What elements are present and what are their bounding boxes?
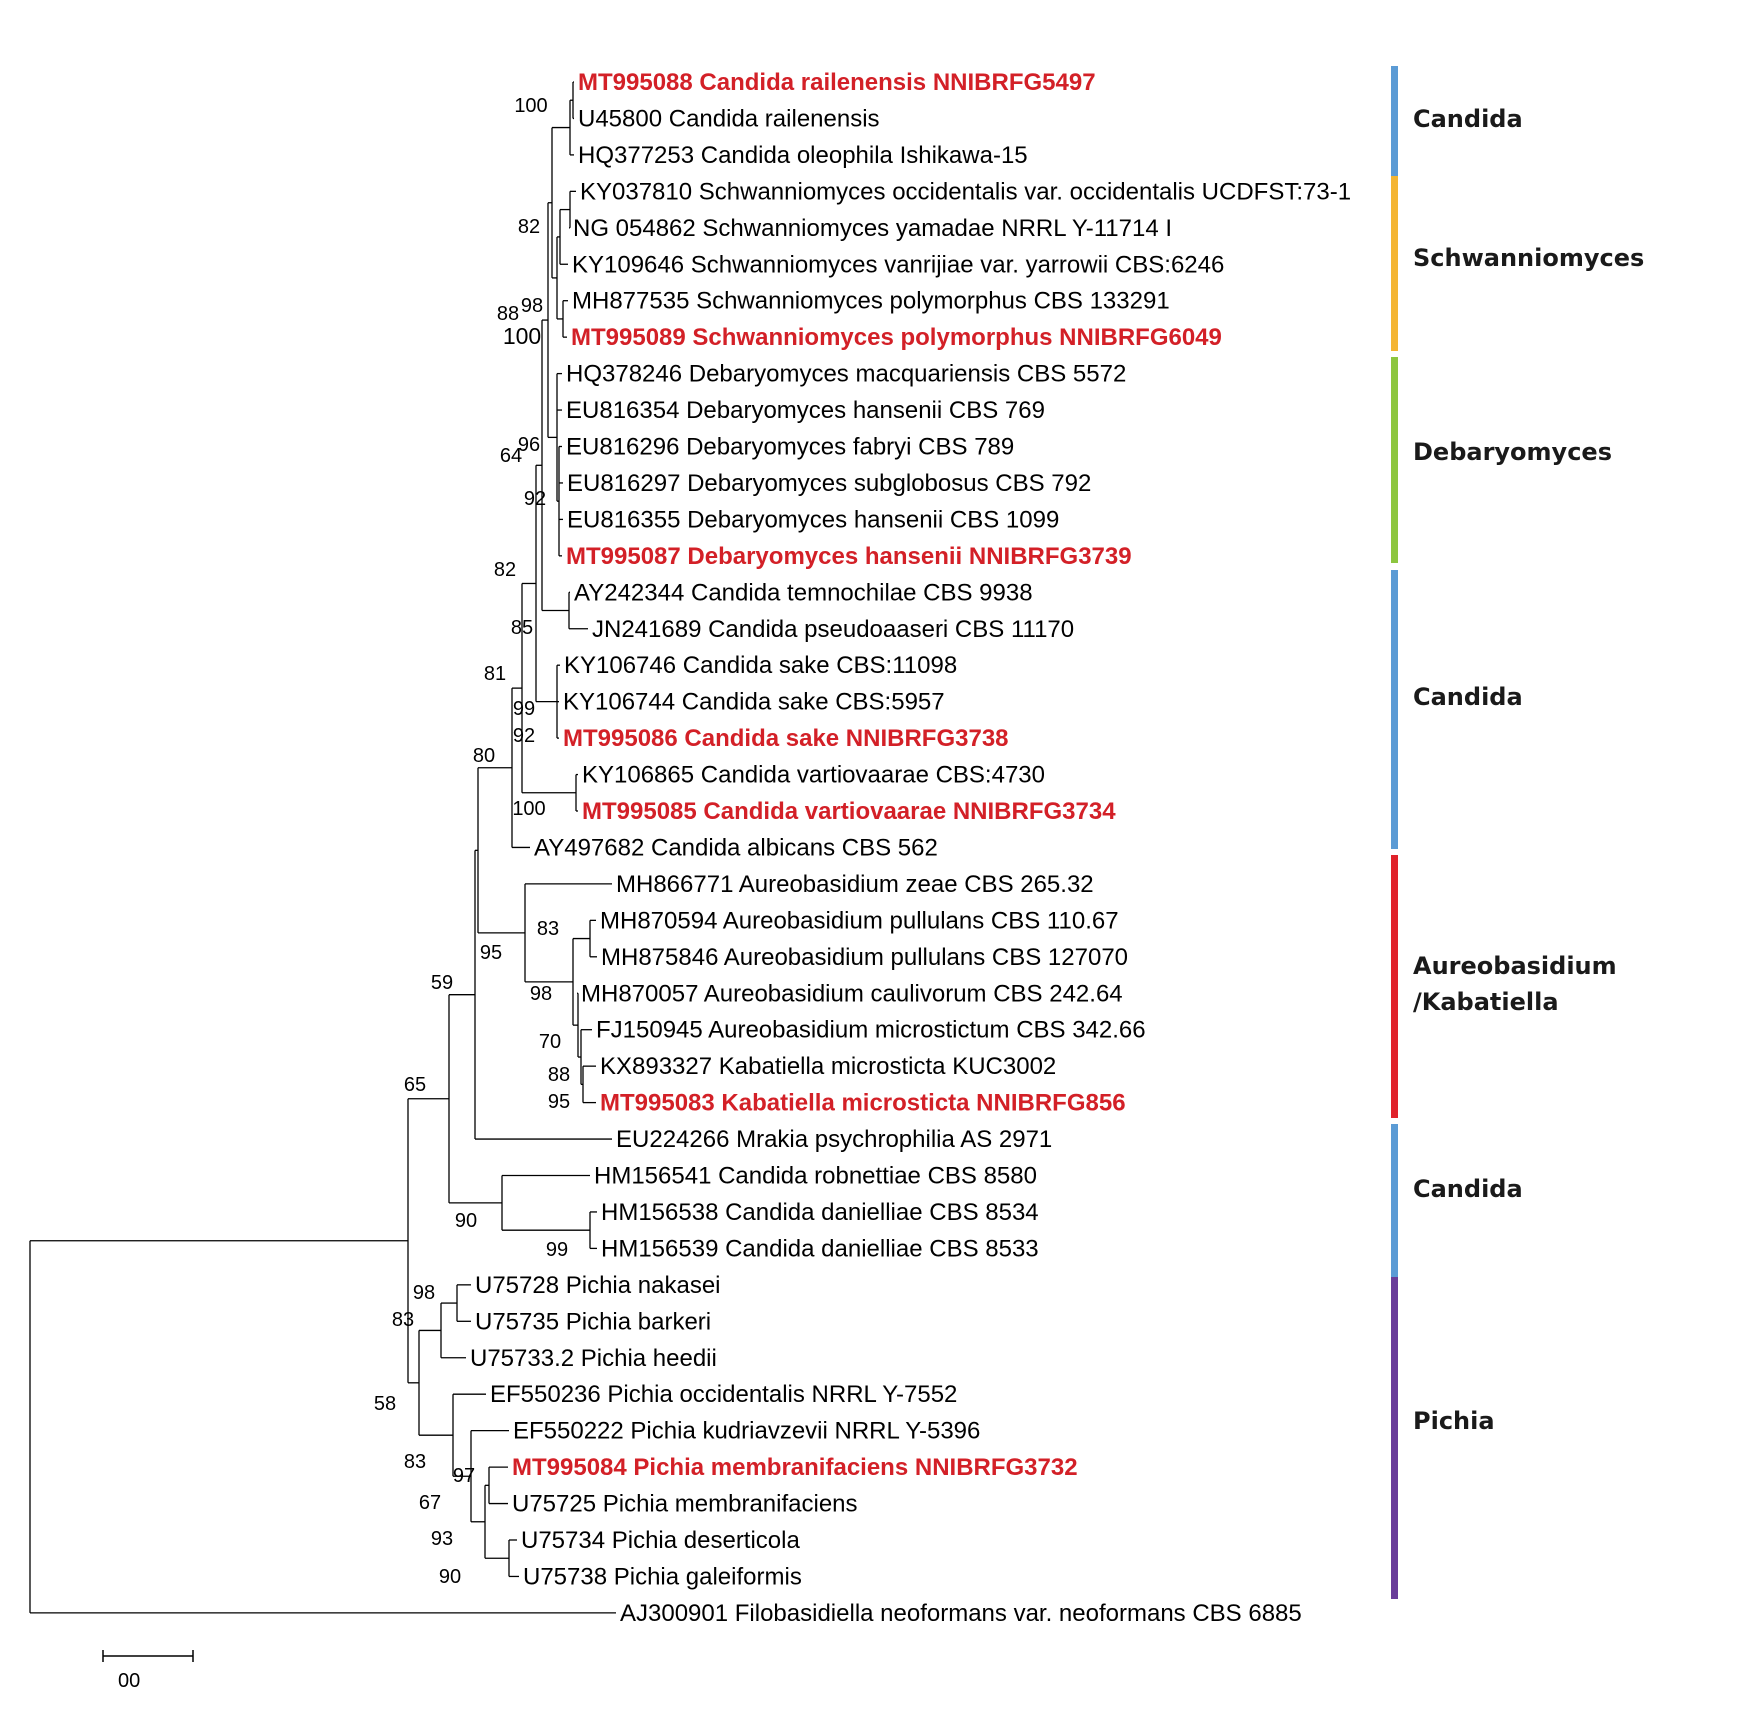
taxon-label: HM156541 Candida robnettiae CBS 8580 [594, 1163, 1037, 1190]
bootstrap-value: 82 [494, 559, 516, 581]
clade-bar [1391, 66, 1398, 176]
taxon-label: KY037810 Schwanniomyces occidentalis var… [580, 178, 1351, 205]
bootstrap-value: 81 [484, 663, 506, 685]
taxon-label: EF550222 Pichia kudriavzevii NRRL Y-5396 [513, 1418, 980, 1445]
bootstrap-value: 85 [511, 617, 533, 639]
clade-label: Candida [1413, 683, 1523, 711]
taxon-label: FJ150945 Aureobasidium microstictum CBS … [596, 1017, 1146, 1044]
taxon-label: MH870594 Aureobasidium pullulans CBS 110… [600, 907, 1119, 934]
bootstrap-value: 92 [513, 725, 535, 747]
taxon-label: AY497682 Candida albicans CBS 562 [534, 834, 938, 861]
taxon-label: HM156539 Candida danielliae CBS 8533 [601, 1235, 1039, 1262]
taxon-label-highlighted: MT995087 Debaryomyces hansenii NNIBRFG37… [566, 543, 1132, 570]
taxon-label-highlighted: MT995083 Kabatiella microsticta NNIBRFG8… [600, 1090, 1126, 1117]
taxon-label: MH875846 Aureobasidium pullulans CBS 127… [601, 944, 1128, 971]
bootstrap-value: 95 [480, 942, 502, 964]
bootstrap-value: 96 [518, 434, 540, 456]
taxon-label: KY106746 Candida sake CBS:11098 [564, 652, 957, 679]
taxon-label: EU224266 Mrakia psychrophilia AS 2971 [616, 1126, 1052, 1153]
bootstrap-value: 92 [524, 488, 546, 510]
bootstrap-value: 100 [514, 95, 547, 117]
bootstrap-value: 100 [512, 798, 545, 820]
clade-label: Aureobasidium [1413, 952, 1617, 980]
clade-label-line2: /Kabatiella [1413, 988, 1559, 1016]
tree-branches [29, 81, 616, 1614]
bootstrap-value: 64 [500, 445, 522, 467]
taxon-label: U75728 Pichia nakasei [475, 1272, 721, 1299]
bootstrap-value: 100 [503, 323, 541, 349]
taxon-label: AY242344 Candida temnochilae CBS 9938 [574, 579, 1033, 606]
taxon-label-highlighted: MT995089 Schwanniomyces polymorphus NNIB… [571, 324, 1222, 351]
taxon-label: KY109646 Schwanniomyces vanrijiae var. y… [572, 251, 1224, 278]
bootstrap-value: 58 [374, 1393, 396, 1415]
bootstrap-value: 83 [404, 1451, 426, 1473]
taxon-label: EU816355 Debaryomyces hansenii CBS 1099 [567, 506, 1059, 533]
taxon-label: U75734 Pichia deserticola [521, 1527, 800, 1554]
bootstrap-value: 90 [455, 1210, 477, 1232]
taxon-label-highlighted: MT995085 Candida vartiovaarae NNIBRFG373… [582, 798, 1116, 825]
bootstrap-value: 95 [548, 1091, 570, 1113]
taxon-label: EU816354 Debaryomyces hansenii CBS 769 [566, 397, 1045, 424]
bootstrap-value: 70 [539, 1031, 561, 1053]
bootstrap-value: 98 [413, 1282, 435, 1304]
taxon-label-highlighted: MT995088 Candida railenensis NNIBRFG5497 [578, 69, 1096, 96]
taxon-label: MH870057 Aureobasidium caulivorum CBS 24… [581, 980, 1123, 1007]
taxon-label: HM156538 Candida danielliae CBS 8534 [601, 1199, 1039, 1226]
bootstrap-value: 83 [537, 918, 559, 940]
clade-label: Schwanniomyces [1413, 244, 1644, 272]
clade-label: Debaryomyces [1413, 438, 1612, 466]
bootstrap-value: 67 [419, 1492, 441, 1514]
taxon-label: U75738 Pichia galeiformis [523, 1563, 802, 1590]
clade-label: Pichia [1413, 1407, 1495, 1435]
clade-annotations: Candida Schwanniomyces Debaryomyces Candida… [1391, 66, 1644, 1599]
bootstrap-value: 97 [453, 1465, 475, 1487]
clade-label: Candida [1413, 105, 1523, 133]
taxon-label: EU816297 Debaryomyces subglobosus CBS 79… [567, 470, 1091, 497]
taxon-label: KX893327 Kabatiella microsticta KUC3002 [600, 1053, 1056, 1080]
taxon-label: U45800 Candida railenensis [578, 105, 880, 132]
taxon-label: U75735 Pichia barkeri [475, 1308, 711, 1335]
bootstrap-value: 82 [518, 216, 540, 238]
taxon-label: EF550236 Pichia occidentalis NRRL Y-7552 [490, 1381, 957, 1408]
clade-bar [1391, 357, 1398, 563]
taxon-label-highlighted: MT995084 Pichia membranifaciens NNIBRFG3… [512, 1454, 1078, 1481]
bootstrap-value: 83 [392, 1309, 414, 1331]
bootstrap-value: 88 [497, 303, 519, 325]
clade-bar [1391, 176, 1398, 351]
taxon-label: EU816296 Debaryomyces fabryi CBS 789 [566, 434, 1014, 461]
bootstrap-value: 99 [546, 1239, 568, 1261]
bootstrap-value: 65 [404, 1074, 426, 1096]
clade-label: Candida [1413, 1175, 1523, 1203]
taxon-label: AJ300901 Filobasidiella neoformans var. … [620, 1600, 1302, 1627]
bootstrap-value: 88 [548, 1064, 570, 1086]
bootstrap-value: 98 [521, 295, 543, 317]
taxon-label: KY106865 Candida vartiovaarae CBS:4730 [582, 762, 1045, 789]
taxon-label: U75733.2 Pichia heedii [470, 1345, 717, 1372]
clade-bar [1391, 570, 1398, 849]
clade-bar [1391, 1124, 1398, 1327]
taxon-label: HQ377253 Candida oleophila Ishikawa-15 [578, 142, 1028, 169]
bootstrap-value: 99 [513, 698, 535, 720]
bootstrap-value: 80 [473, 745, 495, 767]
scale-bar: 00 [102, 1650, 194, 1692]
taxon-label: KY106744 Candida sake CBS:5957 [563, 689, 945, 716]
taxon-label: HQ378246 Debaryomyces macquariensis CBS … [566, 361, 1126, 388]
bootstrap-value: 90 [439, 1566, 461, 1588]
taxon-label: MH866771 Aureobasidium zeae CBS 265.32 [616, 871, 1094, 898]
taxon-labels: MT995088 Candida railenensis NNIBRFG5497… [470, 69, 1351, 1627]
scale-bar-label: 00 [118, 1670, 140, 1692]
clade-bar [1391, 855, 1398, 1118]
taxon-label: U75725 Pichia membranifaciens [512, 1491, 858, 1518]
bootstrap-value: 93 [431, 1528, 453, 1550]
taxon-label: MH877535 Schwanniomyces polymorphus CBS … [572, 288, 1170, 315]
taxon-label: JN241689 Candida pseudoaaseri CBS 11170 [592, 616, 1074, 643]
clade-bar [1391, 1277, 1398, 1599]
bootstrap-value: 98 [530, 983, 552, 1005]
taxon-label-highlighted: MT995086 Candida sake NNIBRFG3738 [563, 725, 1009, 752]
taxon-label: NG 054862 Schwanniomyces yamadae NRRL Y-… [573, 215, 1172, 242]
bootstrap-value: 59 [431, 972, 453, 994]
